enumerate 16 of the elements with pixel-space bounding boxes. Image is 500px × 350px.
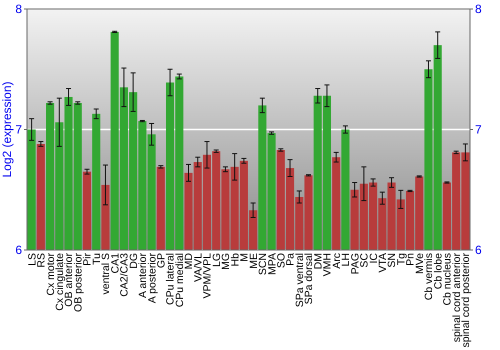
- y-tick-label: 6: [15, 243, 22, 258]
- y2-tick-label: 7: [475, 122, 482, 137]
- y-tick-label: 7: [15, 122, 22, 137]
- y2-tick-label: 8: [475, 2, 482, 16]
- x-tick-label: LS: [26, 253, 38, 266]
- x-tick-label: GP: [156, 253, 168, 268]
- y-axis-title: Log2 (expression): [0, 81, 14, 178]
- x-tick-label: Cb lobe: [432, 252, 444, 290]
- y2-tick-label: 6: [475, 243, 482, 258]
- x-tick-label: spinal cord posterior: [460, 252, 472, 348]
- x-tick-label: Cx cingulate: [54, 252, 66, 311]
- x-tick-label: VTA: [377, 253, 389, 273]
- x-tick-label: RS: [36, 253, 48, 268]
- x-tick-label: Hb: [229, 252, 242, 266]
- y-tick-label: 8: [15, 2, 22, 16]
- x-tick-label: CPu medial: [174, 253, 186, 308]
